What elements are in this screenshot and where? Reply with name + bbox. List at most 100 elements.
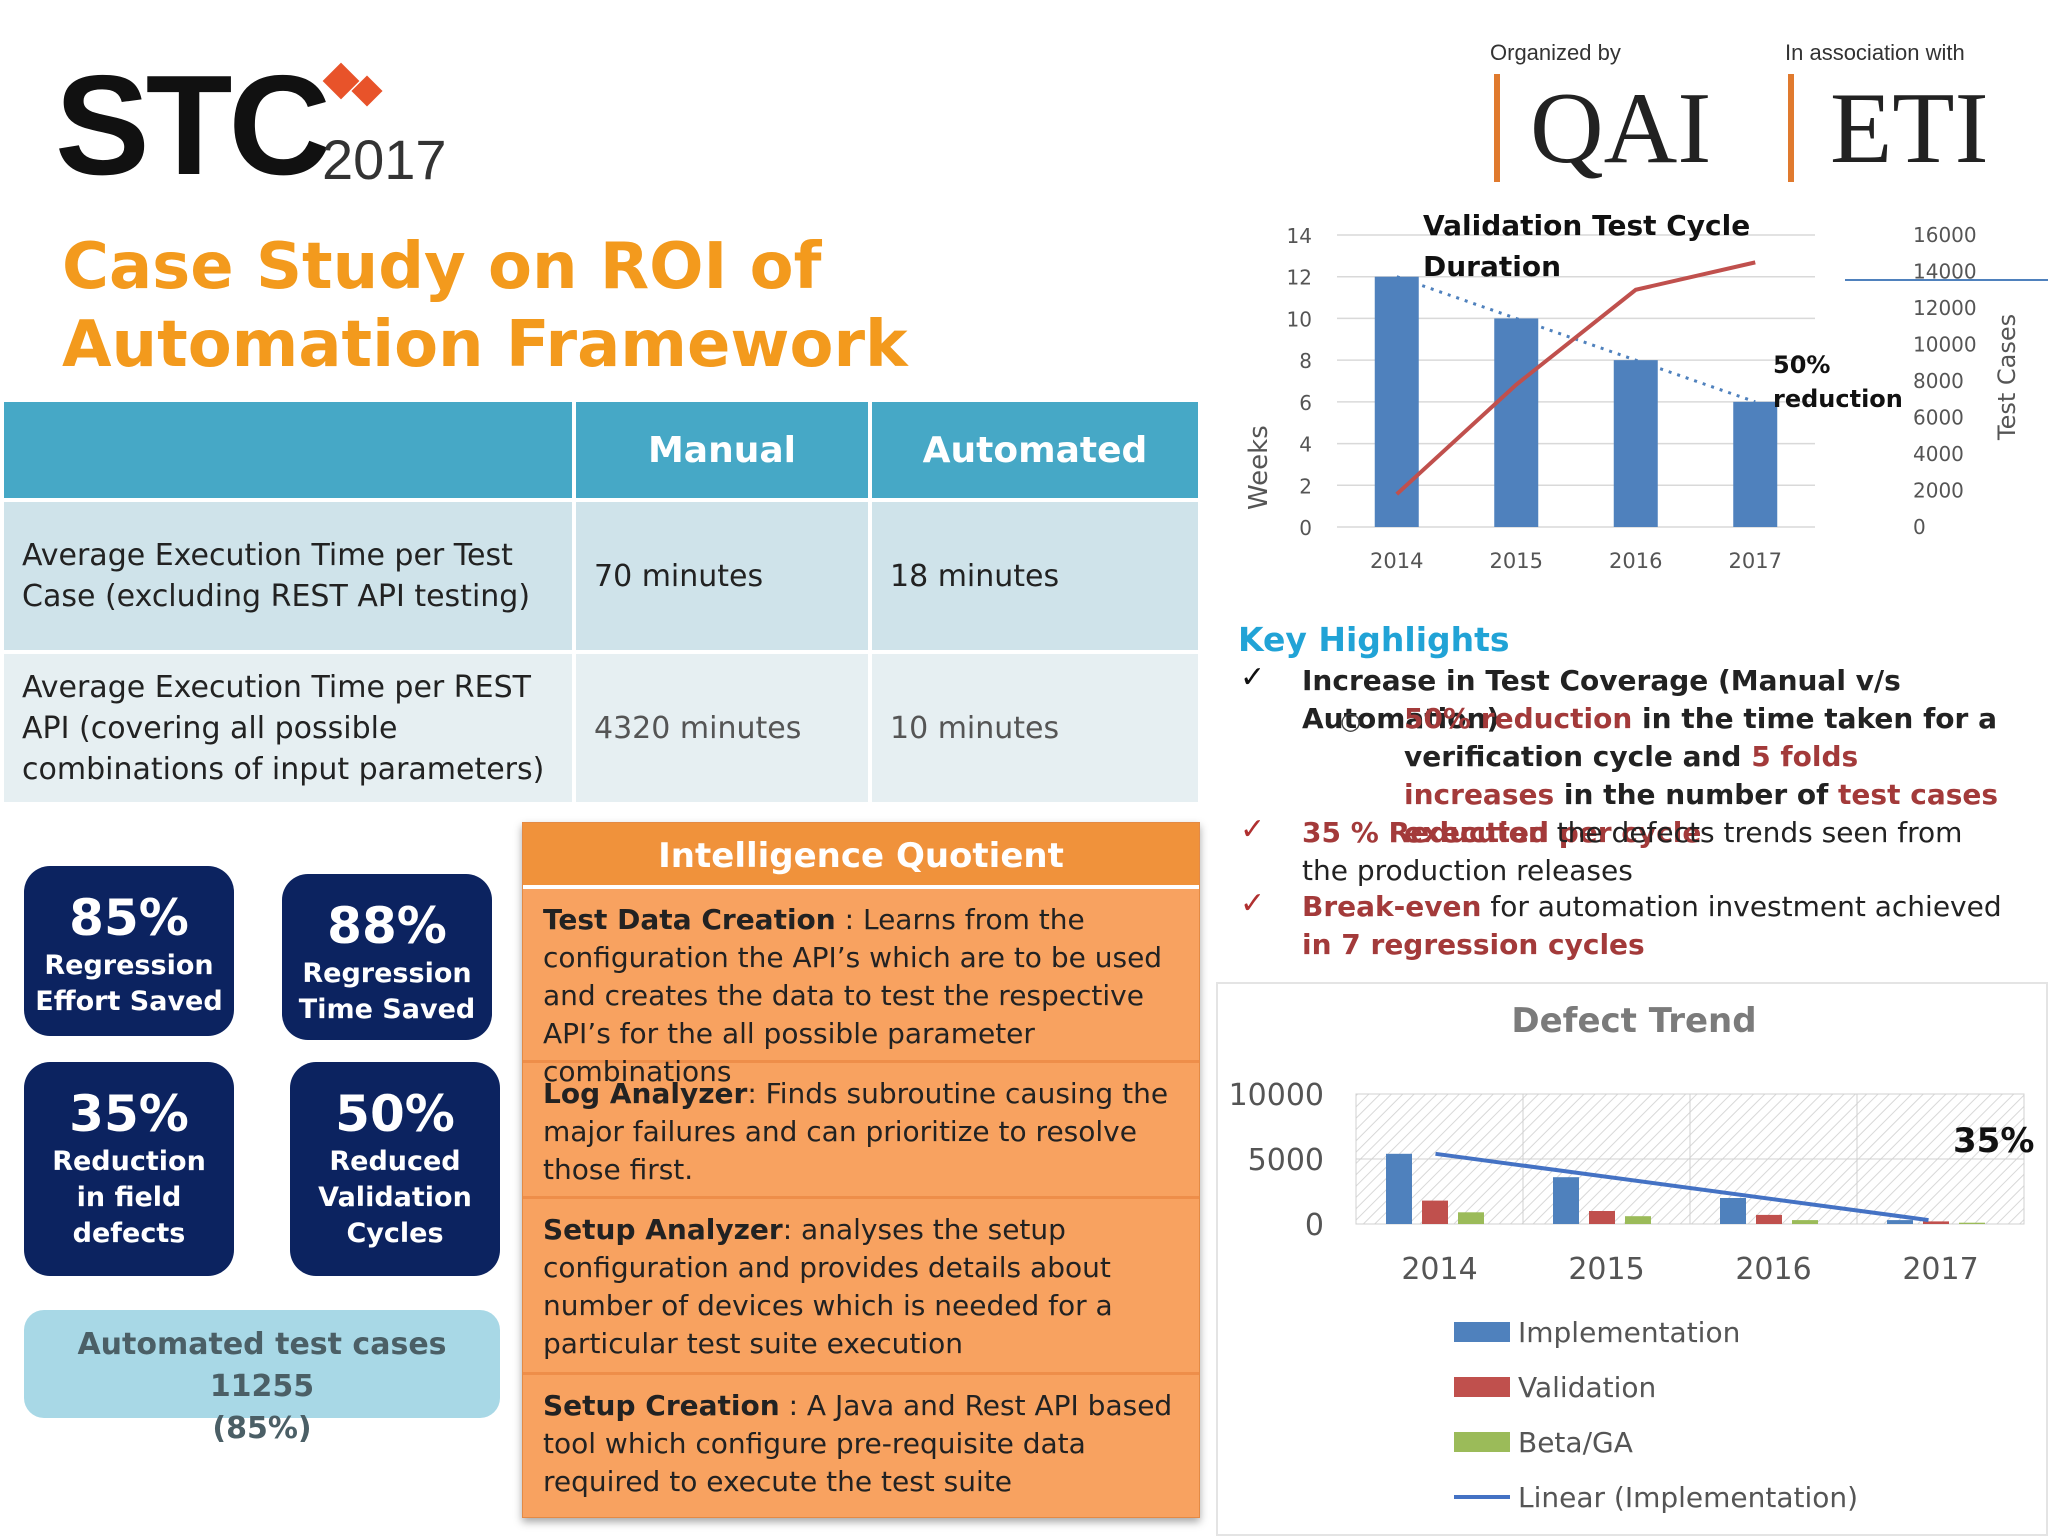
stat-label: Reduction	[52, 1146, 206, 1177]
stat-label: Cycles	[346, 1218, 444, 1249]
stat-value: 50%	[335, 1085, 455, 1143]
y-tick-label: 0	[1299, 516, 1312, 540]
legend-label: Implementation	[1518, 1316, 1740, 1349]
bar-validation-2016	[1756, 1214, 1782, 1224]
highlight-red: 50% reduction	[1404, 702, 1633, 735]
x-tick-label: 2016	[1735, 1252, 1811, 1287]
legend-label: Linear (Implementation)	[1518, 1481, 1858, 1514]
stat-tile-cycles: 50% Reduced Validation Cycles	[290, 1062, 500, 1276]
stat-label: Reduced	[329, 1146, 461, 1177]
highlight-text: the defects trends seen from the product…	[1302, 816, 1963, 887]
y2-tick-label: 2000	[1913, 479, 1964, 503]
highlight-text: in the time taken for a verification cyc…	[1404, 702, 1997, 773]
x-tick-label: 2017	[1902, 1252, 1978, 1287]
y-axis-label: Weeks	[1244, 425, 1274, 510]
y-tick-label: 14	[1287, 224, 1312, 248]
x-tick-label: 2015	[1490, 549, 1543, 573]
y-tick-label: 0	[1305, 1208, 1324, 1243]
bar-beta-ga-2014	[1458, 1212, 1484, 1224]
page-title: Case Study on ROI of Automation Framewor…	[62, 230, 908, 382]
validation-cycle-chart: 0 2 4 6 8 10 12 14 0 2000 4000 6000 8000 10000 12000 1…	[1244, 209, 2048, 573]
iq-item: Test Data Creation : Learns from the con…	[523, 889, 1199, 1088]
highlight-red: 35 % Reduction	[1302, 816, 1548, 849]
circle-bullet-icon: ○	[1340, 707, 1361, 735]
legend-swatch	[1454, 1377, 1510, 1397]
column-header-automated: Automated	[872, 402, 1198, 498]
legend-swatch	[1454, 1432, 1510, 1452]
bar-beta-ga-2017	[1959, 1222, 1985, 1224]
bar-validation-2014	[1422, 1200, 1448, 1224]
y-tick-label: 4	[1299, 433, 1312, 457]
automated-value: 10 minutes	[872, 654, 1198, 802]
stat-tile-time: 88% Regression Time Saved	[282, 874, 492, 1040]
chart-title-line1: Validation Test Cycle	[1423, 209, 1750, 242]
iq-title: Intelligence Quotient	[523, 823, 1199, 889]
table-row: Average Execution Time per Test Case (ex…	[4, 502, 1198, 650]
check-icon: ✓	[1240, 886, 1266, 921]
iq-item-name: Setup Analyzer	[543, 1213, 783, 1246]
test-cases-line	[1395, 260, 1756, 496]
organized-by-label: Organized by	[1490, 40, 1621, 65]
highlight-reduction: 35 % Reduction the defects trends seen f…	[1302, 814, 2002, 890]
stc-logo-text: STC	[55, 46, 331, 205]
row-label: Average Execution Time per Test Case (ex…	[4, 502, 572, 650]
iq-item: Setup Analyzer: analyses the setup confi…	[523, 1199, 1199, 1375]
y-tick-label: 8	[1299, 349, 1312, 373]
bar-weeks-2017	[1733, 401, 1778, 527]
automated-cases-count: Automated test cases 11255	[77, 1327, 447, 1404]
iq-item-name: Test Data Creation	[543, 903, 836, 936]
association-label: In association with	[1785, 40, 1965, 65]
legend-label: Beta/GA	[1518, 1426, 1633, 1459]
highlight-text: in the number of	[1554, 778, 1839, 811]
stc-diamond-icon	[322, 62, 383, 107]
y-tick-label: 2	[1299, 474, 1312, 498]
stat-label: Validation	[318, 1182, 472, 1213]
bar-beta-ga-2015	[1625, 1216, 1651, 1224]
key-highlights-title: Key Highlights	[1238, 620, 1510, 659]
y2-tick-label: 16000	[1913, 223, 1977, 247]
eti-logo: ETI	[1830, 72, 1989, 185]
chart-title: Defect Trend	[1511, 1001, 1756, 1041]
chart-title-line2: Duration	[1423, 250, 1561, 283]
annotation-line2: reduction	[1773, 385, 1903, 413]
iq-item-text: : A Java and Rest API based tool which c…	[543, 1389, 1173, 1498]
stat-value: 35%	[69, 1085, 189, 1143]
y-tick-label: 6	[1299, 391, 1312, 415]
intelligence-quotient-panel: Intelligence Quotient Test Data Creation…	[522, 822, 1200, 1518]
iq-item-text: : Finds subroutine causing the major fai…	[543, 1077, 1169, 1186]
table-row: Average Execution Time per REST API (cov…	[4, 654, 1198, 802]
bar-implementation-2016	[1720, 1198, 1746, 1224]
stat-value: 88%	[327, 897, 447, 955]
x-tick-label: 2015	[1568, 1252, 1644, 1287]
automated-cases-percent: (85%)	[212, 1411, 312, 1446]
highlight-red: 5 folds increases	[1404, 740, 1859, 811]
iq-item: Setup Creation : A Java and Rest API bas…	[523, 1375, 1199, 1513]
table-header-row: Manual Automated	[4, 402, 1198, 498]
check-icon: ✓	[1240, 812, 1266, 847]
qai-logo: QAI	[1530, 72, 1712, 185]
highlight-red: Break-even	[1302, 890, 1482, 923]
y2-tick-label: 12000	[1913, 296, 1977, 320]
iq-item-text: : Learns from the configuration the API’…	[543, 903, 1163, 1088]
automated-value: 18 minutes	[872, 502, 1198, 650]
stat-tile-defects: 35% Reduction in field defects	[24, 1062, 234, 1276]
column-header	[4, 402, 572, 498]
iq-item-text: : analyses the setup configuration and p…	[543, 1213, 1113, 1360]
bar-implementation-2015	[1553, 1177, 1579, 1224]
y2-tick-label: 4000	[1913, 442, 1964, 466]
iq-item-name: Log Analyzer	[543, 1077, 748, 1110]
iq-item: Log Analyzer: Finds subroutine causing t…	[523, 1063, 1199, 1199]
bar-beta-ga-2016	[1792, 1220, 1818, 1224]
highlight-red: test cases executed per cycle	[1404, 778, 1999, 849]
x-tick-label: 2017	[1729, 549, 1782, 573]
bar-validation-2017	[1923, 1221, 1949, 1224]
stat-label: Regression	[44, 950, 214, 981]
x-tick-label: 2014	[1401, 1252, 1477, 1287]
highlight-text: for automation investment achieved	[1481, 890, 2002, 923]
stat-label: Regression	[302, 958, 472, 989]
y2-tick-label: 10000	[1913, 333, 1977, 357]
legend-swatch	[1454, 1322, 1510, 1342]
bar-implementation-2014	[1386, 1153, 1412, 1224]
y-tick-label: 10000	[1229, 1078, 1324, 1113]
y-tick-label: 10	[1287, 307, 1312, 331]
